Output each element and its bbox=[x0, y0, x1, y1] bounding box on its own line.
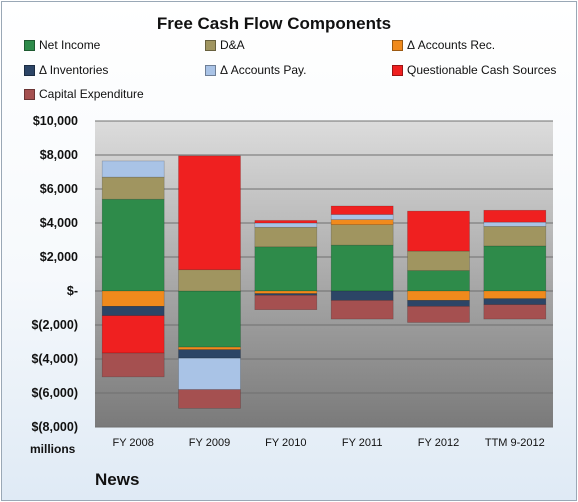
bar-segment bbox=[483, 226, 547, 247]
bar-segment bbox=[178, 269, 241, 292]
legend-label: Δ Accounts Pay. bbox=[220, 63, 307, 77]
legend-label: Questionable Cash Sources bbox=[407, 63, 557, 77]
legend-swatch bbox=[205, 64, 216, 76]
y-tick-label: $(6,000) bbox=[31, 386, 78, 400]
bar-segment bbox=[330, 219, 394, 226]
footer-label: News bbox=[95, 470, 140, 489]
bar-segment bbox=[483, 209, 547, 223]
legend-swatch bbox=[205, 39, 216, 51]
bar-segment bbox=[330, 224, 394, 246]
bar-segment bbox=[178, 290, 241, 348]
bar-segment bbox=[407, 210, 470, 252]
x-tick-label: FY 2008 bbox=[112, 437, 153, 449]
bar-segment bbox=[483, 304, 547, 320]
y-tick-label: $(8,000) bbox=[31, 420, 78, 434]
y-tick-label: $- bbox=[67, 284, 78, 298]
legend-label: Δ Inventories bbox=[39, 63, 109, 77]
y-tick-label: $8,000 bbox=[40, 148, 78, 162]
bar-segment bbox=[330, 244, 394, 292]
bar-segment bbox=[101, 160, 165, 178]
y-tick-label: $(2,000) bbox=[31, 318, 78, 332]
bar-segment bbox=[330, 205, 394, 215]
x-tick-label: FY 2009 bbox=[189, 437, 230, 449]
bar-segment bbox=[178, 357, 241, 390]
bar-segment bbox=[254, 246, 318, 292]
bar-segment bbox=[254, 222, 318, 228]
bar-segment bbox=[178, 389, 241, 409]
legend-label: Net Income bbox=[39, 38, 101, 52]
bar-segment bbox=[254, 294, 318, 310]
plot-area bbox=[95, 121, 553, 427]
y-units-label: millions bbox=[30, 442, 76, 456]
bar-segment bbox=[407, 250, 470, 271]
legend-item: Net Income bbox=[24, 38, 100, 52]
bar-segment bbox=[178, 155, 241, 271]
legend-swatch bbox=[392, 39, 403, 51]
bar-segment bbox=[254, 220, 318, 224]
bar-segment bbox=[407, 290, 470, 301]
bar-segment bbox=[483, 221, 547, 227]
bar-segment bbox=[330, 300, 394, 320]
bar-segment bbox=[483, 245, 547, 292]
legend-label: D&A bbox=[220, 38, 245, 52]
bar-segment bbox=[101, 290, 165, 307]
legend-item: Δ Inventories bbox=[24, 63, 108, 77]
legend-item: D&A bbox=[205, 38, 245, 52]
y-tick-label: $6,000 bbox=[40, 182, 78, 196]
x-tick-label: FY 2011 bbox=[342, 437, 383, 449]
bar-segment bbox=[407, 305, 470, 323]
x-tick-label: TTM 9-2012 bbox=[485, 437, 545, 449]
bar-segment bbox=[254, 290, 318, 294]
bar-segment bbox=[407, 270, 470, 292]
y-tick-label: $4,000 bbox=[40, 216, 78, 230]
bar-segment bbox=[407, 300, 470, 307]
bar-segment bbox=[483, 298, 547, 305]
bar-segment bbox=[101, 352, 165, 378]
x-tick-label: FY 2010 bbox=[265, 437, 306, 449]
x-tick-label: FY 2012 bbox=[418, 437, 459, 449]
y-tick-label: $2,000 bbox=[40, 250, 78, 264]
bar-segment bbox=[330, 290, 394, 301]
chart-title: Free Cash Flow Components bbox=[156, 14, 392, 33]
y-tick-label: $(4,000) bbox=[31, 352, 78, 366]
legend-item: Capital Expenditure bbox=[24, 87, 144, 101]
y-tick-label: $10,000 bbox=[33, 114, 78, 128]
legend-swatch bbox=[24, 39, 35, 51]
bar-segment bbox=[101, 198, 165, 292]
bar-segment bbox=[483, 290, 547, 299]
bar-segment bbox=[178, 349, 241, 359]
bar-segment bbox=[254, 226, 318, 248]
legend-item: Δ Accounts Pay. bbox=[205, 63, 307, 77]
legend-swatch bbox=[24, 88, 35, 100]
legend-swatch bbox=[392, 64, 403, 76]
legend-label: Capital Expenditure bbox=[39, 87, 144, 101]
legend-label: Δ Accounts Rec. bbox=[407, 38, 496, 52]
bar-segment bbox=[330, 214, 394, 220]
legend-item: Δ Accounts Rec. bbox=[392, 38, 495, 52]
bar-segment bbox=[101, 176, 165, 200]
legend-swatch bbox=[24, 64, 35, 76]
legend-item: Questionable Cash Sources bbox=[392, 63, 556, 77]
bar-segment bbox=[178, 346, 241, 350]
bar-segment bbox=[101, 315, 165, 354]
bar-segment bbox=[101, 305, 165, 316]
